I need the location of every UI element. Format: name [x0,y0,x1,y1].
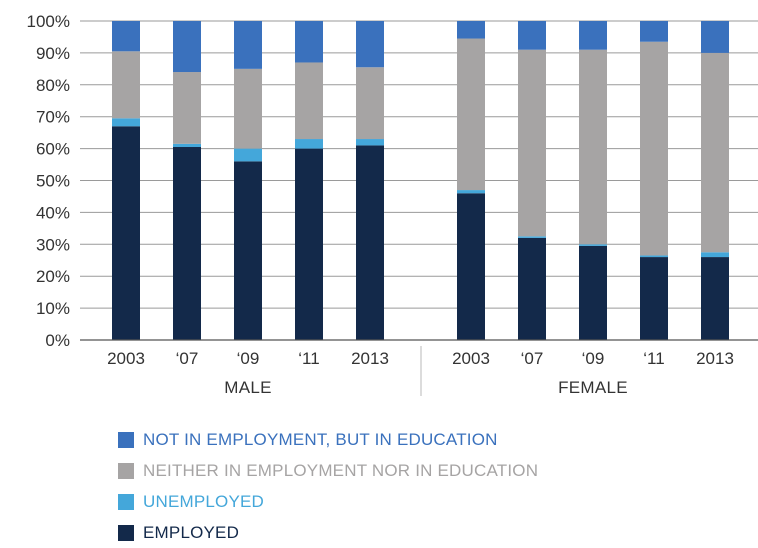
legend-item-not-in-employment-in-education: NOT IN EMPLOYMENT, BUT IN EDUCATION [118,424,538,455]
bar-segment-not-in-employment-but-in-education [518,21,546,50]
bar-segment-employed [457,193,485,340]
bar-segment-neither-in-employment-nor-in-education [234,68,262,149]
bar-segment-neither-in-employment-nor-in-education [173,72,201,144]
bar-segment-employed [295,148,323,340]
bar-segment-employed [518,237,546,340]
bar-segment-not-in-employment-but-in-education [457,21,485,39]
y-tick-label: 100% [27,12,70,31]
bar-segment-neither-in-employment-nor-in-education [356,67,384,140]
bar-segment-unemployed [112,118,140,127]
bar-segment-unemployed [173,143,201,148]
y-tick-label: 30% [36,235,70,254]
bar-segment-unemployed [234,148,262,162]
legend-label: UNEMPLOYED [143,491,265,511]
y-tick-label: 40% [36,203,70,222]
y-tick-label: 0% [45,331,70,350]
x-tick-label: 2003 [107,349,145,368]
group-label: FEMALE [558,378,628,397]
y-tick-label: 80% [36,76,70,95]
bar-segment-neither-in-employment-nor-in-education [640,41,668,256]
bar-segment-unemployed [518,236,546,238]
x-tick-label: ‘09 [582,349,605,368]
bar-segment-neither-in-employment-nor-in-education [701,52,729,253]
bar-segment-employed [701,257,729,340]
bar-segment-employed [173,147,201,340]
bar-segment-unemployed [457,190,485,194]
legend-swatch [118,493,134,510]
bar-segment-unemployed [356,139,384,146]
bar-segment-not-in-employment-but-in-education [579,21,607,50]
bar-segment-not-in-employment-but-in-education [295,21,323,63]
bar-segment-not-in-employment-but-in-education [356,21,384,68]
bar-segment-unemployed [295,139,323,149]
legend-item-unemployed: UNEMPLOYED [118,486,538,517]
x-tick-label: 2013 [696,349,734,368]
legend-label: NEITHER IN EMPLOYMENT NOR IN EDUCATION [143,460,539,480]
bar-segment-unemployed [579,244,607,246]
x-tick-label: 2003 [452,349,490,368]
bar-segment-unemployed [640,255,668,258]
legend-swatch [118,431,134,448]
bar-segment-employed [640,257,668,340]
bar-segment-employed [112,126,140,341]
bar-segment-neither-in-employment-nor-in-education [457,38,485,191]
y-tick-label: 20% [36,267,70,286]
bar-segment-not-in-employment-but-in-education [234,21,262,69]
stacked-bar-chart: 0% 10% 20% 30% 40% 50% 60% 70% 80% 90% 100% 2003 ‘07… [27,12,758,397]
bar-segment-not-in-employment-but-in-education [173,21,201,73]
bar-segment-neither-in-employment-nor-in-education [295,62,323,140]
bar-segment-employed [356,145,384,340]
axis-labels: 0% 10% 20% 30% 40% 50% 60% 70% 80% 90% 100% 2003 ‘07… [27,12,734,397]
bar-segment-not-in-employment-but-in-education [112,21,140,52]
bar-segment-employed [234,161,262,340]
legend-swatch [118,524,134,541]
axes [80,339,758,396]
y-tick-label: 50% [36,172,70,191]
bar-segment-not-in-employment-but-in-education [640,21,668,42]
bar-segment-not-in-employment-but-in-education [701,21,729,53]
x-tick-label: ‘07 [521,349,544,368]
bar-segment-unemployed [701,252,729,258]
bars [112,21,729,341]
y-tick-label: 10% [36,299,70,318]
legend: NOT IN EMPLOYMENT, BUT IN EDUCATION NEIT… [118,424,538,548]
group-label: MALE [224,378,272,397]
bar-segment-neither-in-employment-nor-in-education [518,49,546,237]
legend-item-employed: EMPLOYED [118,517,538,548]
bar-segment-neither-in-employment-nor-in-education [112,51,140,119]
y-tick-label: 90% [36,44,70,63]
legend-item-neither: NEITHER IN EMPLOYMENT NOR IN EDUCATION [118,455,538,486]
x-tick-label: ‘11 [298,349,319,368]
bar-segment-neither-in-employment-nor-in-education [579,49,607,245]
x-tick-label: ‘07 [176,349,199,368]
x-tick-label: ‘11 [643,349,664,368]
x-tick-label: 2013 [351,349,389,368]
y-tick-label: 60% [36,140,70,159]
legend-label: NOT IN EMPLOYMENT, BUT IN EDUCATION [143,429,498,449]
legend-swatch [118,462,134,479]
legend-label: EMPLOYED [143,522,240,542]
x-tick-label: ‘09 [237,349,260,368]
bar-segment-employed [579,245,607,340]
y-tick-label: 70% [36,108,70,127]
